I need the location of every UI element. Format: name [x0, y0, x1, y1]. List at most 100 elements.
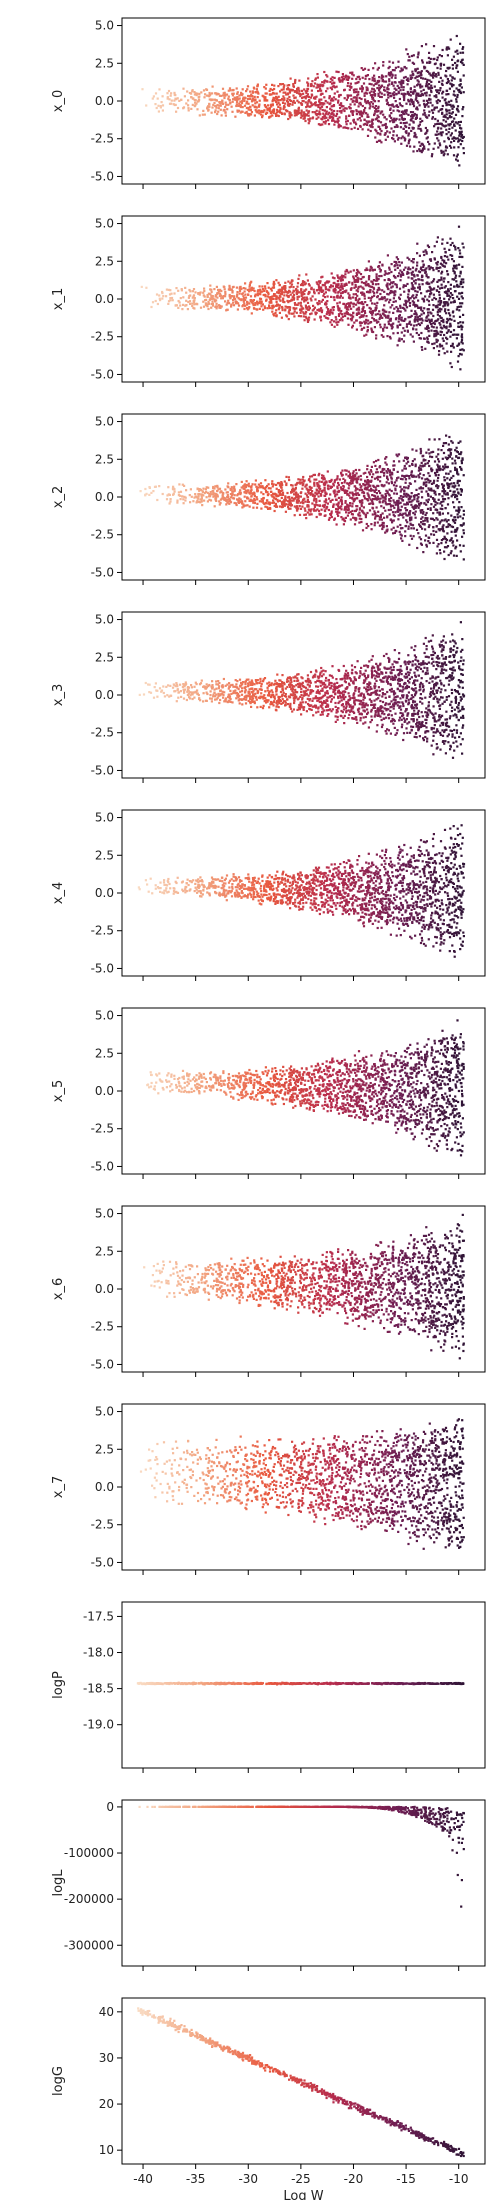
scatter-point: [316, 504, 319, 507]
scatter-point: [396, 310, 399, 313]
scatter-point: [425, 327, 428, 330]
scatter-point: [345, 120, 348, 123]
scatter-point: [436, 518, 439, 521]
scatter-point: [283, 294, 286, 297]
scatter-point: [253, 98, 257, 101]
scatter-point: [249, 492, 252, 495]
scatter-point: [437, 485, 440, 488]
scatter-point: [300, 308, 303, 311]
scatter-point: [421, 310, 424, 313]
scatter-point: [454, 137, 457, 140]
scatter-point: [421, 260, 424, 263]
scatter-point: [408, 322, 411, 325]
scatter-point: [232, 301, 235, 304]
scatter-point: [371, 513, 374, 516]
scatter-point: [358, 507, 362, 510]
scatter-point: [458, 275, 461, 278]
scatter-point: [339, 79, 343, 82]
scatter-point: [380, 484, 384, 487]
scatter-point: [370, 329, 373, 332]
scatter-point: [428, 452, 431, 455]
scatter-point: [461, 325, 464, 328]
scatter-point: [286, 88, 289, 91]
scatter-point: [318, 280, 321, 283]
scatter-point: [398, 118, 401, 121]
scatter-point: [351, 77, 354, 80]
scatter-point: [226, 108, 229, 111]
scatter-point: [451, 541, 454, 544]
scatter-point: [317, 103, 320, 107]
scatter-point: [214, 111, 217, 114]
scatter-point: [347, 308, 350, 311]
scatter-point: [400, 110, 403, 113]
scatter-point: [448, 66, 451, 69]
scatter-point: [226, 501, 229, 504]
scatter-point: [180, 98, 183, 101]
scatter-point: [301, 484, 304, 487]
scatter-point: [305, 494, 309, 497]
scatter-point: [413, 85, 416, 88]
scatter-point: [410, 314, 413, 317]
scatter-point: [428, 97, 431, 100]
scatter-point: [440, 127, 443, 130]
scatter-point: [313, 481, 316, 484]
scatter-point: [301, 296, 305, 299]
scatter-point: [305, 310, 308, 313]
scatter-point: [303, 507, 306, 510]
scatter-point: [451, 58, 454, 61]
scatter-point: [386, 130, 389, 133]
scatter-point: [323, 315, 326, 318]
scatter-point: [284, 288, 287, 291]
scatter-point: [267, 286, 270, 289]
scatter-point: [419, 83, 422, 86]
scatter-point: [369, 124, 373, 127]
scatter-point: [399, 126, 402, 129]
scatter-point: [231, 110, 234, 113]
scatter-point: [386, 491, 389, 494]
scatter-point: [377, 510, 380, 513]
scatter-point: [417, 286, 420, 289]
scatter-point: [355, 109, 358, 112]
scatter-point: [233, 96, 236, 99]
scatter-point: [445, 291, 448, 294]
scatter-point: [417, 80, 420, 83]
scatter-point: [443, 476, 446, 479]
scatter-point: [356, 280, 360, 283]
scatter-point: [377, 320, 380, 323]
scatter-point: [449, 292, 452, 295]
scatter-point: [214, 295, 217, 298]
scatter-point: [432, 269, 435, 272]
scatter-point: [279, 83, 282, 86]
scatter-point: [421, 59, 424, 62]
scatter-point: [331, 498, 334, 501]
scatter-point: [264, 479, 267, 482]
scatter-point: [299, 308, 302, 312]
scatter-point: [283, 97, 286, 100]
scatter-point: [321, 474, 324, 477]
scatter-point: [187, 300, 190, 304]
scatter-point: [161, 492, 164, 496]
scatter-point: [386, 292, 389, 296]
scatter-point: [439, 310, 442, 313]
scatter-point: [444, 120, 448, 123]
scatter-point: [443, 352, 446, 355]
scatter-point: [315, 311, 318, 314]
scatter-point: [384, 299, 387, 302]
scatter-point: [225, 93, 229, 96]
scatter-point: [335, 112, 339, 116]
scatter-point: [363, 293, 366, 296]
scatter-point: [369, 484, 372, 487]
scatter-point: [375, 275, 378, 278]
scatter-point: [329, 311, 332, 314]
scatter-point: [415, 505, 419, 508]
scatter-point: [300, 291, 303, 294]
scatter-point: [300, 103, 303, 106]
scatter-point: [356, 127, 360, 130]
scatter-point: [235, 300, 238, 304]
scatter-point: [427, 148, 430, 151]
scatter-point: [337, 78, 340, 81]
scatter-point: [288, 84, 291, 87]
scatter-point: [200, 91, 203, 94]
scatter-point: [426, 324, 429, 328]
scatter-point: [399, 513, 402, 516]
